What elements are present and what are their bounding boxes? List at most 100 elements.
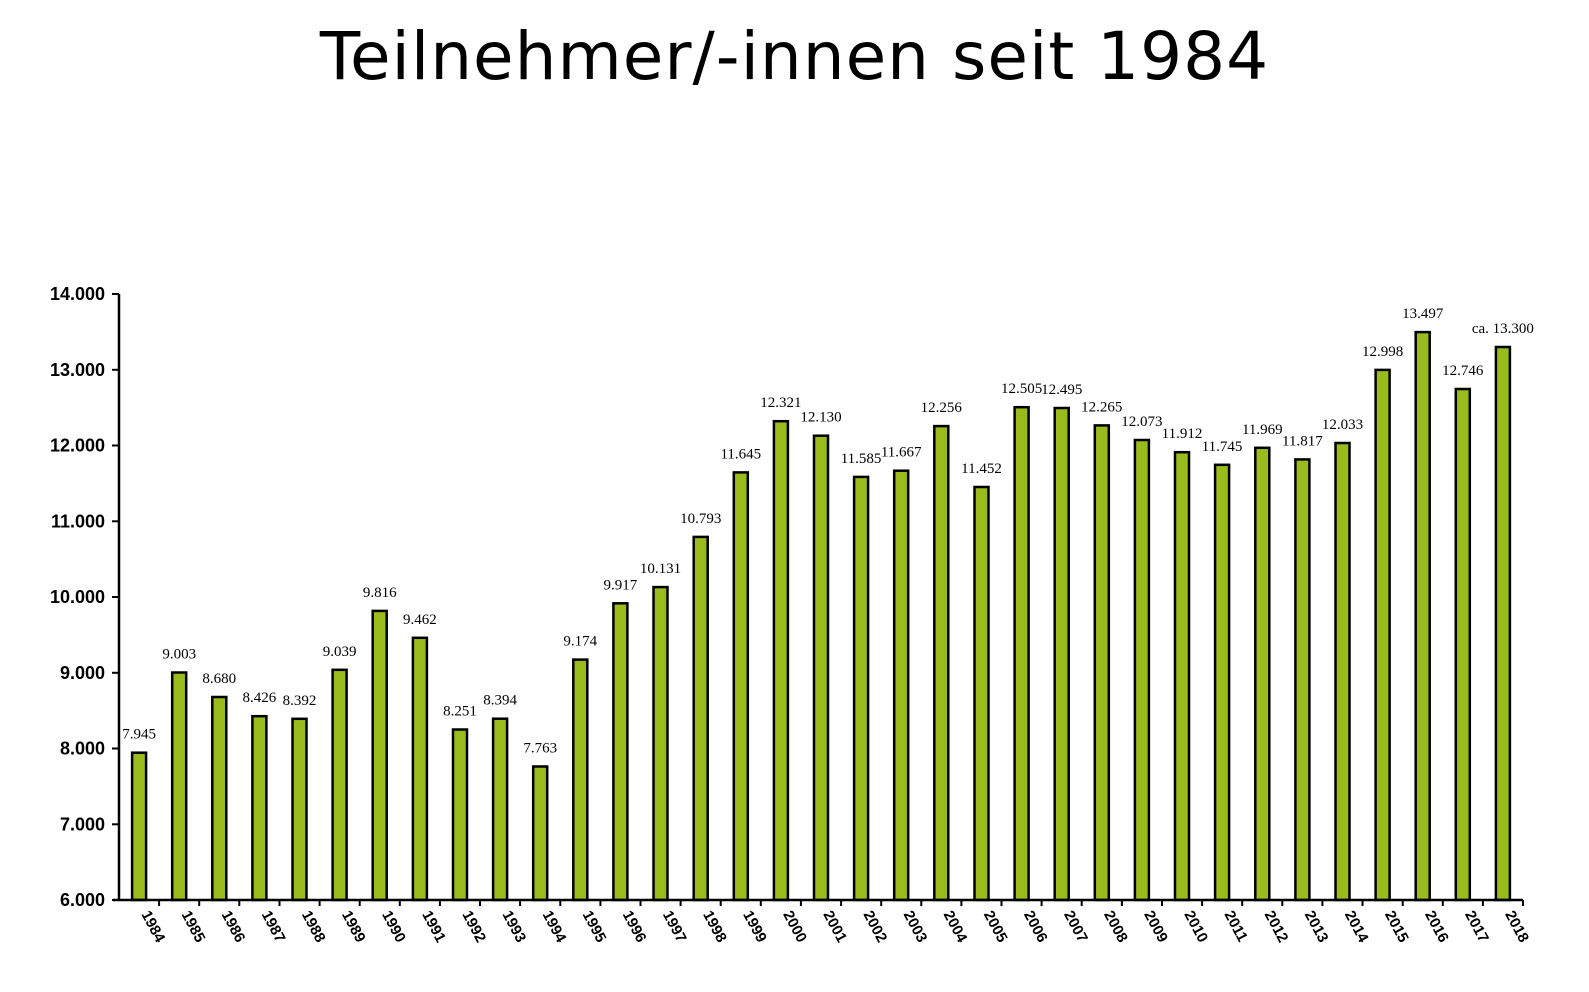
bar-2014 xyxy=(1334,441,1351,902)
x-tick-label-2011: 2011 xyxy=(1221,908,1251,945)
data-label-1997: 10.131 xyxy=(640,561,681,577)
bar-1995 xyxy=(572,658,589,902)
bar-1994 xyxy=(531,765,549,902)
y-tick-label: 11.000 xyxy=(51,511,105,531)
data-label-2006: 12.505 xyxy=(1001,381,1042,397)
x-tick-label-2017: 2017 xyxy=(1461,908,1492,945)
data-label-2007: 12.495 xyxy=(1041,382,1082,398)
data-label-1999: 11.645 xyxy=(720,446,761,462)
x-tick-label-2005: 2005 xyxy=(980,908,1011,945)
bar-1996 xyxy=(612,602,629,902)
y-tick-label: 12.000 xyxy=(50,436,105,456)
data-label-1994: 7.763 xyxy=(523,741,557,757)
bar-2017 xyxy=(1454,387,1472,902)
bar-2003 xyxy=(892,469,910,902)
bar-2004 xyxy=(933,424,950,902)
y-tick-label: 10.000 xyxy=(50,587,105,607)
data-label-2008: 12.265 xyxy=(1081,399,1122,415)
x-tick-label-2013: 2013 xyxy=(1301,908,1332,945)
bar-2018 xyxy=(1494,345,1512,902)
data-label-2005: 11.452 xyxy=(961,461,1002,477)
data-label-1984: 7.945 xyxy=(122,727,156,743)
data-label-1992: 8.251 xyxy=(443,704,477,720)
data-label-1989: 9.039 xyxy=(323,644,357,660)
data-label-2014: 12.033 xyxy=(1322,417,1363,433)
x-tick-label-2006: 2006 xyxy=(1020,908,1051,945)
x-tick-label-1989: 1989 xyxy=(338,908,369,945)
bars-layer xyxy=(130,330,1512,902)
x-tick-label-2002: 2002 xyxy=(860,908,891,945)
x-tick-label-1996: 1996 xyxy=(619,908,650,945)
data-label-2012: 11.969 xyxy=(1242,422,1283,438)
bar-2015 xyxy=(1374,368,1391,902)
data-label-2001: 12.130 xyxy=(800,410,841,426)
x-tick-label-2008: 2008 xyxy=(1100,908,1131,945)
data-label-2017: 12.746 xyxy=(1442,363,1484,379)
data-label-2004: 12.256 xyxy=(921,400,963,416)
x-tick-label-1985: 1985 xyxy=(178,908,209,945)
bar-1988 xyxy=(291,717,308,902)
x-tick-label-1991: 1991 xyxy=(418,908,449,945)
data-label-2003: 11.667 xyxy=(881,445,922,461)
bar-1985 xyxy=(170,671,188,902)
bar-2011 xyxy=(1213,463,1231,902)
x-tick-label-1999: 1999 xyxy=(739,908,770,945)
x-tick-label-2007: 2007 xyxy=(1060,908,1091,945)
data-label-1987: 8.426 xyxy=(243,690,277,706)
data-label-2009: 12.073 xyxy=(1121,414,1162,430)
data-label-1996: 9.917 xyxy=(604,577,638,593)
data-label-2010: 11.912 xyxy=(1162,426,1203,442)
y-tick-label: 13.000 xyxy=(50,360,105,380)
y-tick-label: 9.000 xyxy=(60,663,105,683)
x-tick-label-1995: 1995 xyxy=(579,908,610,945)
bar-1999 xyxy=(732,471,750,902)
x-tick-label-1997: 1997 xyxy=(659,908,690,945)
x-tick-label-2000: 2000 xyxy=(779,908,810,945)
data-label-1985: 9.003 xyxy=(162,647,196,663)
x-tick-label-2001: 2001 xyxy=(819,908,850,945)
bar-1991 xyxy=(411,636,429,902)
x-tick-label-2009: 2009 xyxy=(1140,908,1171,945)
y-tick-label: 6.000 xyxy=(60,890,105,910)
data-label-1998: 10.793 xyxy=(680,511,721,527)
data-label-1988: 8.392 xyxy=(283,693,317,709)
x-tick-label-2004: 2004 xyxy=(940,908,971,946)
bar-2013 xyxy=(1294,458,1311,902)
bar-1986 xyxy=(211,695,228,902)
x-tick-label-1998: 1998 xyxy=(699,908,730,945)
bar-2002 xyxy=(852,475,870,902)
x-tick-label-2010: 2010 xyxy=(1180,908,1211,945)
x-tick-label-1990: 1990 xyxy=(378,908,409,945)
data-label-1986: 8.680 xyxy=(202,671,236,687)
bar-2009 xyxy=(1133,438,1151,902)
bar-2016 xyxy=(1414,330,1431,902)
x-tick-label-2003: 2003 xyxy=(900,908,931,945)
data-label-2011: 11.745 xyxy=(1202,439,1243,455)
data-label-2013: 11.817 xyxy=(1282,433,1323,449)
bar-2005 xyxy=(973,485,990,902)
data-label-1991: 9.462 xyxy=(403,612,437,628)
data-label-1995: 9.174 xyxy=(563,634,597,650)
y-tick-label: 7.000 xyxy=(60,814,105,834)
chart-title: Teilnehmer/-innen seit 1984 xyxy=(319,18,1270,95)
x-tick-label-2015: 2015 xyxy=(1381,908,1412,945)
x-tick-label-2012: 2012 xyxy=(1261,908,1292,945)
data-label-1993: 8.394 xyxy=(483,693,517,709)
data-label-2018: ca. 13.300 xyxy=(1472,321,1534,337)
bar-2012 xyxy=(1254,446,1271,902)
bar-1989 xyxy=(331,668,348,902)
bar-2000 xyxy=(772,419,790,902)
bar-2008 xyxy=(1093,424,1111,902)
x-tick-label-1986: 1986 xyxy=(218,908,249,945)
bar-1997 xyxy=(652,585,669,902)
data-label-2016: 13.497 xyxy=(1402,306,1444,322)
bar-1987 xyxy=(251,714,268,902)
bar-1993 xyxy=(491,717,509,902)
x-tick-label-1993: 1993 xyxy=(499,908,530,945)
x-tick-label-2016: 2016 xyxy=(1421,908,1452,945)
bar-1992 xyxy=(451,728,469,902)
x-tick-label-1984: 1984 xyxy=(138,908,169,946)
x-tick-label-1987: 1987 xyxy=(258,908,289,945)
bar-2007 xyxy=(1053,406,1070,902)
